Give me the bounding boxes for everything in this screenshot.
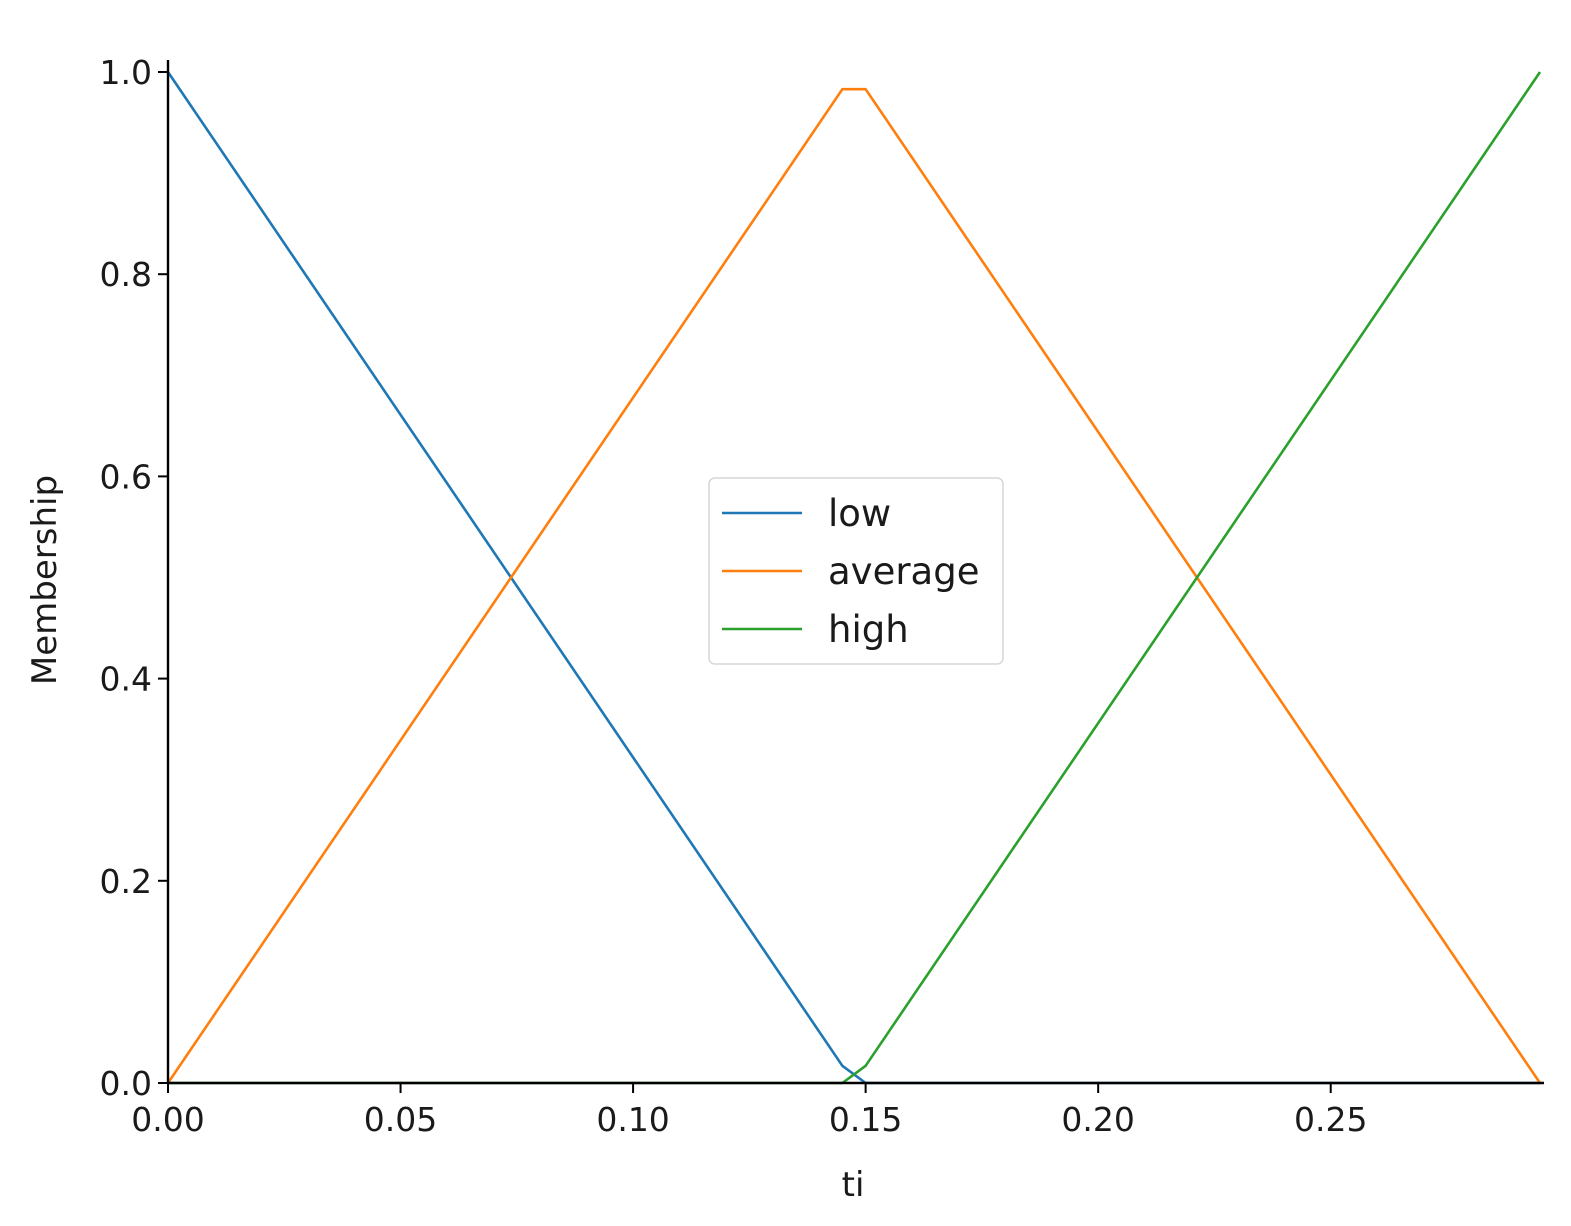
y-tick-label: 0.2	[100, 862, 152, 901]
y-axis-ticks: 0.0 0.2 0.4 0.6 0.8 1.0	[100, 53, 168, 1103]
y-tick-label: 0.6	[100, 457, 152, 496]
y-tick-label: 1.0	[100, 53, 152, 92]
x-tick-label: 0.15	[829, 1100, 902, 1139]
legend-label-low: low	[828, 492, 891, 535]
legend-label-average: average	[828, 550, 979, 593]
x-axis-ticks: 0.00 0.05 0.10 0.15 0.20 0.25	[131, 1083, 1367, 1139]
y-tick-label: 0.0	[100, 1064, 152, 1103]
x-tick-label: 0.25	[1294, 1100, 1367, 1139]
y-tick-label: 0.8	[100, 255, 152, 294]
y-axis-label: Membership	[25, 475, 65, 685]
x-tick-label: 0.05	[364, 1100, 437, 1139]
legend: low average high	[708, 477, 1004, 665]
x-tick-label: 0.00	[131, 1100, 204, 1139]
x-axis-label: ti	[842, 1165, 865, 1205]
axes-layer	[166, 60, 1544, 1085]
x-tick-label: 0.20	[1061, 1100, 1134, 1139]
x-tick-label: 0.10	[596, 1100, 669, 1139]
series-line-average	[166, 87, 1542, 1084]
legend-frame	[708, 477, 1004, 665]
y-tick-label: 0.4	[100, 660, 152, 699]
legend-label-high: high	[828, 608, 909, 651]
